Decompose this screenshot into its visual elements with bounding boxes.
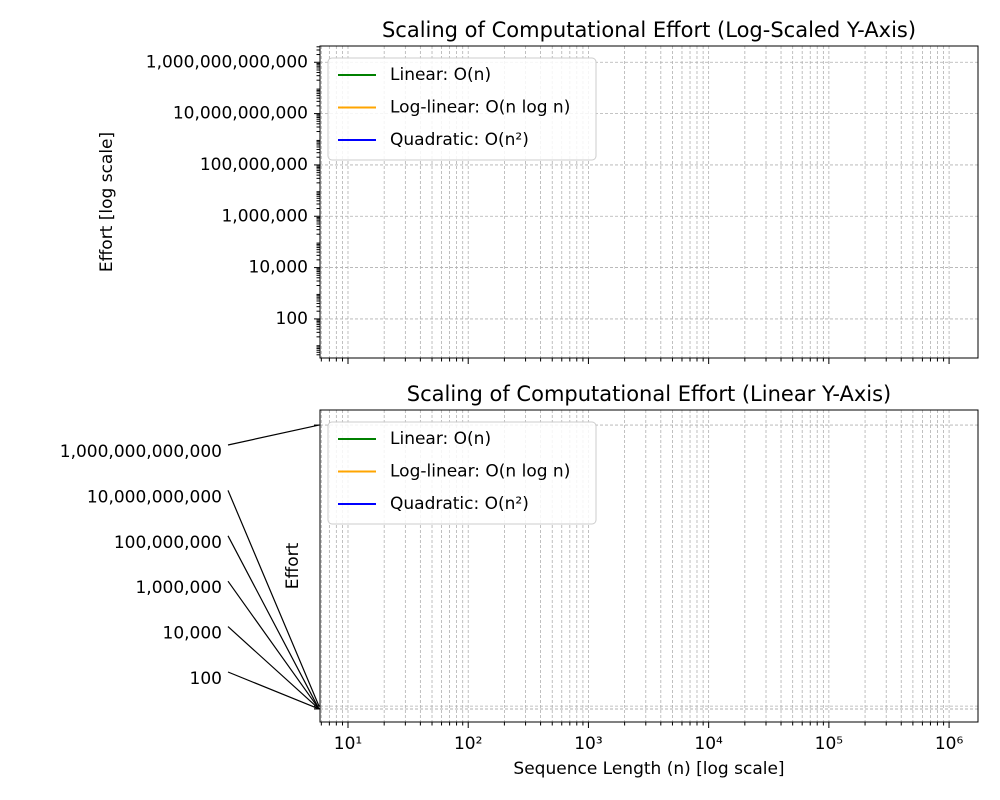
y-tick-label: 10,000,000,000 — [87, 487, 222, 507]
y-axis-label: Effort [log scale] — [97, 132, 117, 272]
chart-title: Scaling of Computational Effort (Log-Sca… — [382, 18, 916, 42]
y-tick-label: 100,000,000 — [200, 155, 308, 175]
y-tick-label: 100,000,000 — [114, 533, 222, 553]
x-tick-label: 10⁴ — [694, 734, 723, 754]
y-tick-label: 100 — [276, 309, 308, 329]
leader-line — [227, 535, 320, 710]
leader-line — [227, 626, 320, 710]
leader-line — [227, 671, 320, 710]
leader-line — [227, 490, 320, 707]
x-tick-label: 10³ — [574, 734, 602, 754]
legend-box — [327, 57, 597, 161]
chart-title: Scaling of Computational Effort (Linear … — [407, 382, 891, 406]
x-axis-label: Sequence Length (n) [log scale] — [513, 759, 784, 779]
y-tick-label: 1,000,000,000,000 — [60, 442, 222, 462]
y-tick-label: 1,000,000 — [135, 578, 222, 598]
legend-label: Linear: O(n) — [390, 429, 491, 449]
x-tick-label: 10² — [454, 734, 482, 754]
y-tick-label: 1,000,000 — [221, 206, 308, 226]
legend-box — [327, 421, 597, 525]
plot-frame — [319, 45, 979, 359]
x-tick-label: 10⁵ — [815, 734, 843, 754]
y-axis-label: Effort — [283, 542, 303, 589]
y-tick-label: 10,000 — [163, 624, 222, 644]
y-tick-label: 10,000,000,000 — [173, 104, 308, 124]
plot-frame — [319, 409, 979, 723]
y-tick-label: 1,000,000,000,000 — [146, 52, 308, 72]
x-tick-label: 10¹ — [334, 734, 362, 754]
leader-line — [227, 580, 320, 710]
legend-label: Log-linear: O(n log n) — [390, 98, 570, 118]
x-tick-label: 10⁶ — [935, 734, 964, 754]
y-tick-label: 100 — [190, 669, 222, 689]
legend-label: Log-linear: O(n log n) — [390, 462, 570, 482]
leader-line — [227, 424, 320, 446]
legend-label: Linear: O(n) — [390, 65, 491, 85]
y-tick-label: 10,000 — [249, 258, 308, 278]
legend-label: Quadratic: O(n²) — [390, 130, 529, 150]
legend-label: Quadratic: O(n²) — [390, 494, 529, 514]
